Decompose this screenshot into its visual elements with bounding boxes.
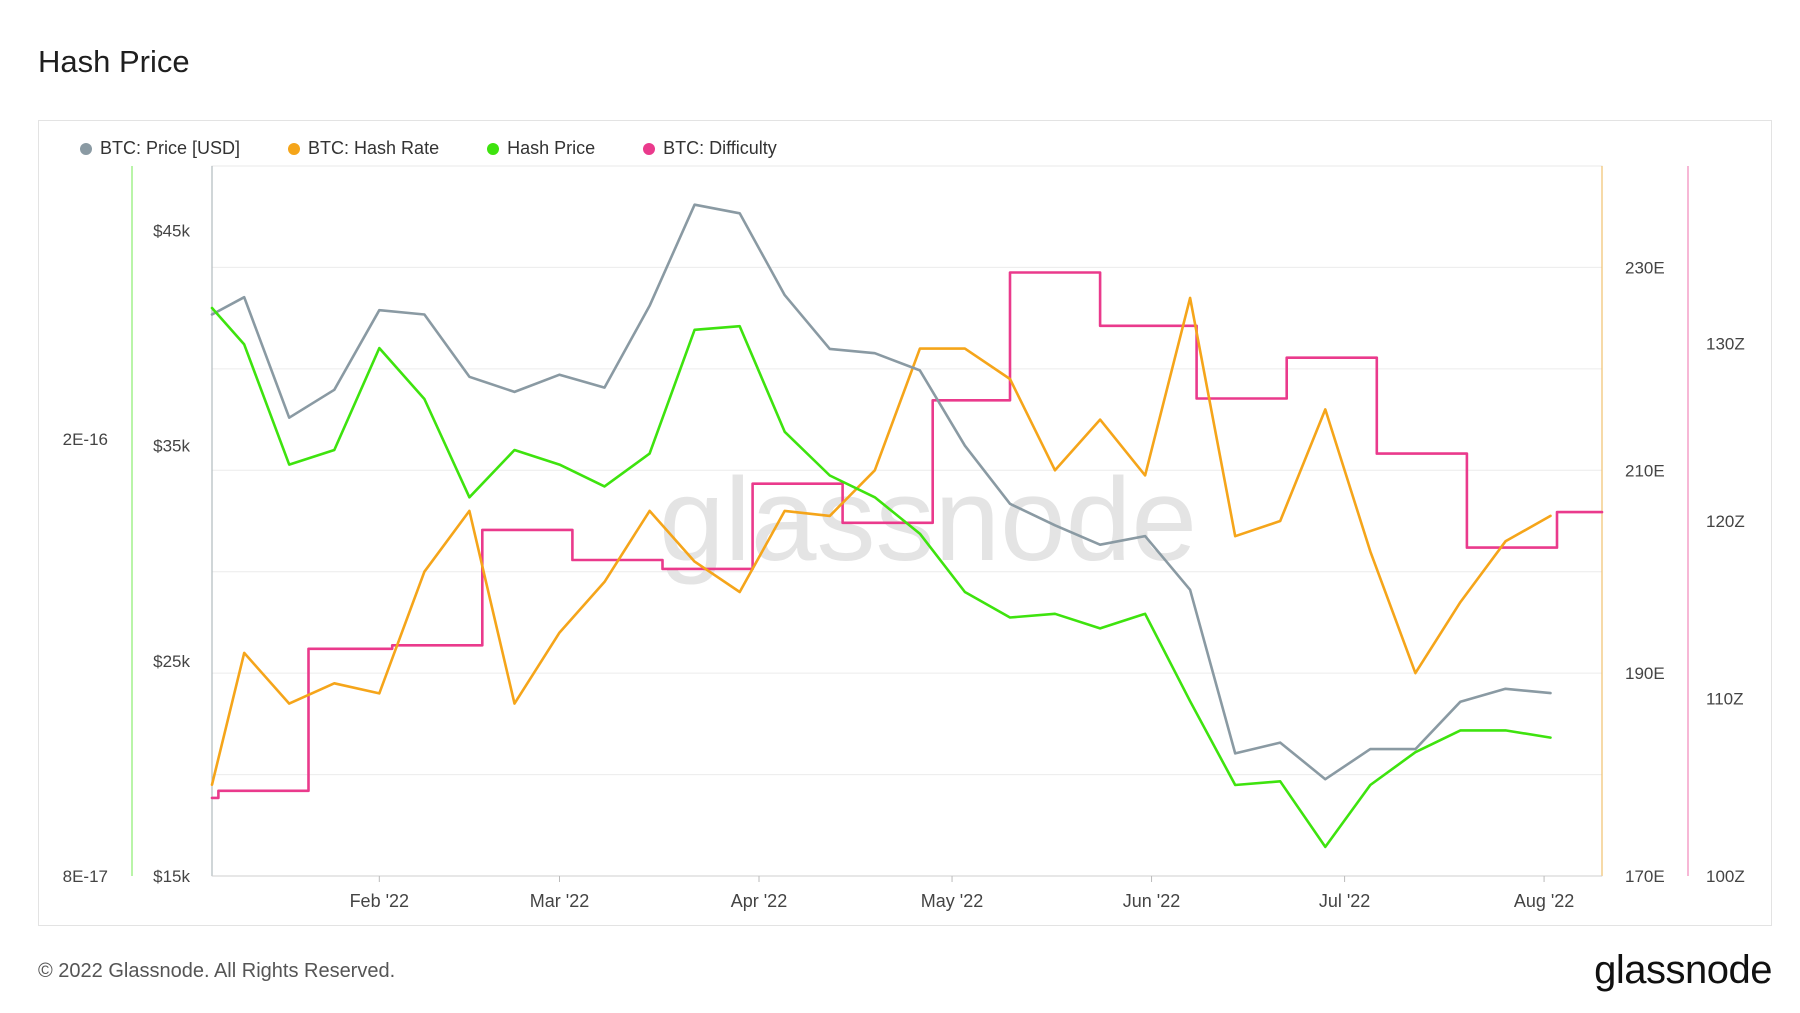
x-tick-label: Aug '22 xyxy=(1514,891,1575,911)
x-tick-label: Mar '22 xyxy=(530,891,589,911)
tick-label-difficulty: 120Z xyxy=(1706,512,1745,531)
tick-label-hash-rate: 170E xyxy=(1625,867,1665,886)
tick-label-hash-rate: 230E xyxy=(1625,258,1665,277)
tick-label-difficulty: 100Z xyxy=(1706,867,1745,886)
x-tick-label: Jun '22 xyxy=(1123,891,1180,911)
tick-label-price: $45k xyxy=(153,222,190,241)
x-tick-label: Jul '22 xyxy=(1319,891,1370,911)
tick-label-price: $15k xyxy=(153,867,190,886)
series-line-hash-price xyxy=(210,306,1552,849)
chart-frame xyxy=(38,120,1772,926)
tick-label-price: $35k xyxy=(153,437,190,456)
legend-dot-hash-price xyxy=(487,142,500,155)
tick-label-hash-rate: 210E xyxy=(1625,461,1665,480)
tick-label-difficulty: 110Z xyxy=(1706,690,1744,709)
legend-dot-hash-rate xyxy=(288,142,301,155)
tick-label-difficulty: 130Z xyxy=(1706,335,1745,354)
legend-label-hash-rate: BTC: Hash Rate xyxy=(308,138,440,158)
tick-label-hash-rate: 190E xyxy=(1625,664,1665,683)
x-tick-label: Feb '22 xyxy=(350,891,409,911)
x-tick-label: May '22 xyxy=(921,891,983,911)
x-tick-label: Apr '22 xyxy=(731,891,787,911)
series-line-price xyxy=(210,203,1552,781)
legend-label-difficulty: BTC: Difficulty xyxy=(663,138,777,158)
legend-item-hash-price[interactable]: Hash Price xyxy=(487,138,595,159)
chart-legend: BTC: Price [USD] BTC: Hash Rate Hash Pri… xyxy=(80,138,777,159)
tick-label-hash-price: 2E-16 xyxy=(63,430,108,449)
tick-label-price: $25k xyxy=(153,652,190,671)
legend-dot-difficulty xyxy=(643,142,656,155)
glassnode-logo[interactable]: glassnode xyxy=(1594,948,1772,992)
watermark: glassnode xyxy=(659,454,1197,586)
legend-item-hash-rate[interactable]: BTC: Hash Rate xyxy=(288,138,439,159)
legend-label-hash-price: Hash Price xyxy=(507,138,596,158)
copyright-text: © 2022 Glassnode. All Rights Reserved. xyxy=(38,960,396,982)
tick-label-hash-price: 8E-17 xyxy=(63,867,108,886)
series-line-difficulty xyxy=(210,271,1604,800)
legend-item-difficulty[interactable]: BTC: Difficulty xyxy=(643,138,777,159)
page-title: Hash Price xyxy=(38,44,190,79)
axes-layer: 8E-17 2E-16 $15k $25k $35k $45k 170E 190E 210E 23… xyxy=(63,166,1745,911)
legend-item-price[interactable]: BTC: Price [USD] xyxy=(80,138,240,159)
legend-dot-price xyxy=(80,142,92,155)
series-line-hash-rate xyxy=(210,296,1552,786)
legend-label-price: BTC: Price [USD] xyxy=(100,138,241,158)
series-layer xyxy=(210,203,1604,849)
